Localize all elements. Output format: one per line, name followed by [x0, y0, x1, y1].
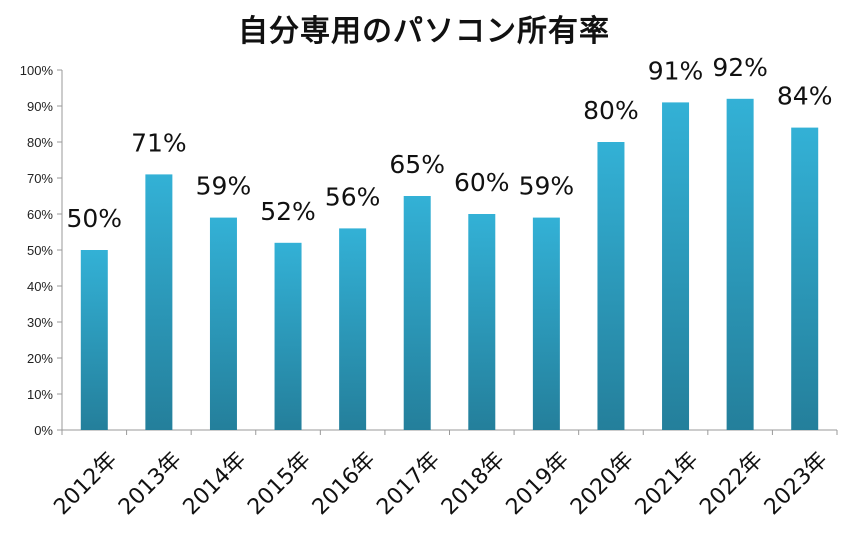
bar [791, 127, 819, 430]
bar [403, 196, 431, 430]
bars [80, 98, 819, 431]
y-tick-label: 50% [27, 243, 53, 258]
y-axis: 0% 10% 20% 30% 40% 50% 60% 70% 80% 90% 100% [20, 63, 63, 438]
x-tick-label: 2019年 [502, 447, 575, 520]
x-tick-label: 2015年 [243, 447, 316, 520]
bar [532, 217, 560, 430]
x-tick-label: 2014年 [179, 447, 252, 520]
bar [80, 250, 108, 430]
bar [468, 214, 496, 430]
x-tick-label: 2012年 [49, 447, 122, 520]
y-tick-label: 80% [27, 135, 53, 150]
bar [339, 228, 367, 430]
y-tick-label: 90% [27, 99, 53, 114]
y-tick-label: 60% [27, 207, 53, 222]
x-tick-label: 2013年 [114, 447, 187, 520]
chart-title: 自分専用のパソコン所有率 [238, 14, 610, 49]
data-label: 92% [712, 53, 768, 82]
x-tick-label: 2023年 [760, 447, 833, 520]
data-label: 59% [519, 172, 575, 201]
y-tick-label: 100% [20, 63, 54, 78]
y-tick-label: 40% [27, 279, 53, 294]
bar [597, 142, 625, 430]
y-tick-label: 30% [27, 315, 53, 330]
data-label: 52% [260, 197, 316, 226]
data-label: 50% [67, 204, 123, 233]
x-tick-label: 2017年 [372, 447, 445, 520]
y-tick-label: 70% [27, 171, 53, 186]
data-label: 80% [583, 96, 639, 125]
data-labels: 50% 71% 59% 52% 56% 65% 60% 59% 80% 91% 92% 84% [67, 53, 833, 233]
x-tick-label: 2016年 [308, 447, 381, 520]
bar [662, 102, 690, 431]
data-label: 60% [454, 168, 510, 197]
x-tick-labels: 2012年2013年2014年2015年2016年2017年2018年2019年… [49, 447, 832, 520]
data-label: 56% [325, 182, 381, 211]
data-label: 65% [389, 150, 445, 179]
bar [274, 242, 302, 430]
x-tick-label: 2020年 [566, 447, 639, 520]
y-tick-label: 20% [27, 351, 53, 366]
x-tick-label: 2022年 [695, 447, 768, 520]
x-tick-label: 2018年 [437, 447, 510, 520]
data-label: 71% [131, 128, 187, 157]
data-label: 84% [777, 82, 833, 111]
data-label: 91% [648, 56, 704, 85]
bar [209, 217, 237, 430]
y-tick-label: 0% [34, 423, 53, 438]
bar [145, 174, 173, 430]
x-tick-label: 2021年 [631, 447, 704, 520]
x-axis [61, 429, 838, 435]
bar [726, 98, 754, 431]
data-label: 59% [196, 172, 252, 201]
y-tick-label: 10% [27, 387, 53, 402]
